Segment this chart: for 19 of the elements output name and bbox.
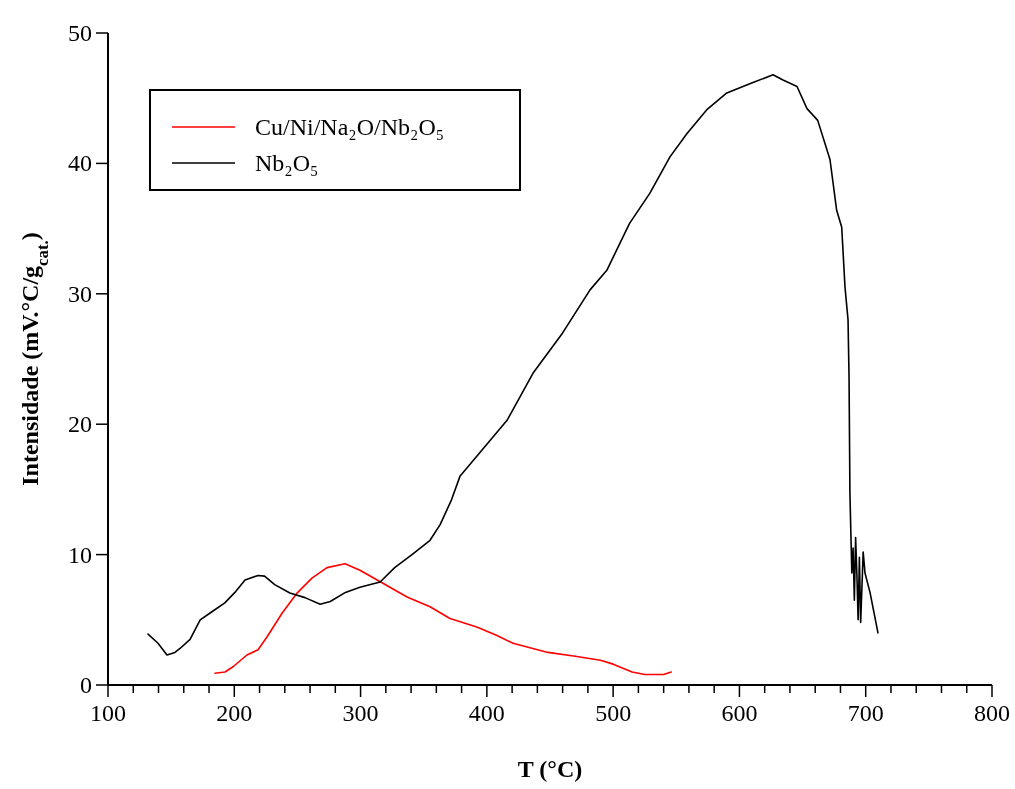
y-tick-label: 40	[68, 150, 92, 177]
y-tick-label: 0	[80, 672, 92, 698]
y-tick-label: 30	[68, 280, 92, 307]
x-tick-label: 700	[847, 700, 884, 726]
x-tick-label: 100	[90, 700, 126, 726]
line-series	[147, 73, 879, 656]
x-tick-label: 500	[595, 700, 632, 726]
x-tick-label: 600	[721, 700, 758, 726]
legend-label: Cu/Ni/Na₂O/Nb₂O₅	[255, 114, 445, 140]
y-tick-label: 10	[68, 541, 92, 568]
x-axis-title: T (°C)	[517, 756, 583, 782]
y-tick-label: 20	[68, 411, 92, 438]
x-tick-label: 200	[216, 700, 253, 726]
x-tick-label: 800	[974, 700, 1010, 726]
y-tick-label: 50	[68, 20, 92, 46]
legend-label: Nb₂O₅	[255, 150, 319, 176]
x-tick-label: 300	[342, 700, 379, 726]
x-tick-label: 400	[468, 700, 505, 726]
line-series	[214, 562, 673, 676]
